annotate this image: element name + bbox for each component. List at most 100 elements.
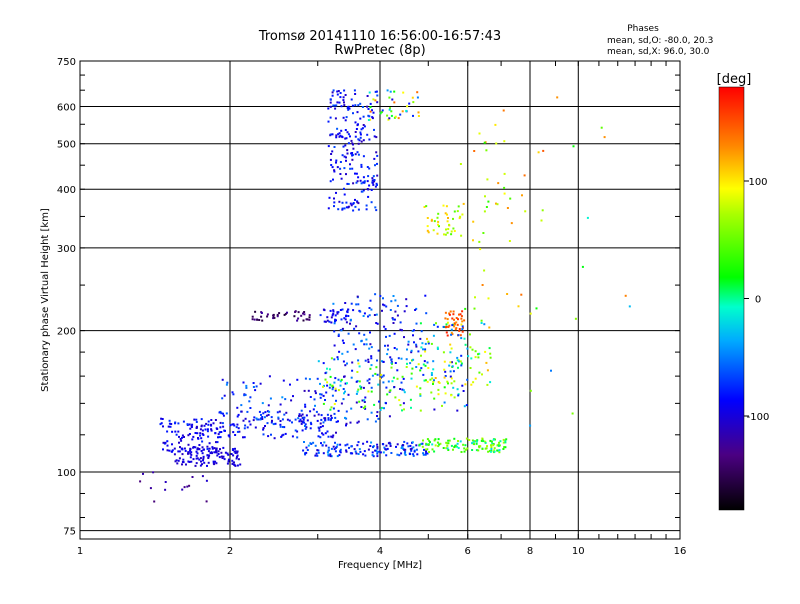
data-point — [430, 342, 433, 345]
data-point — [390, 114, 393, 117]
data-point — [369, 367, 372, 370]
data-point — [306, 318, 309, 321]
data-point — [487, 200, 490, 203]
data-point — [354, 104, 357, 107]
data-point — [480, 322, 483, 324]
data-point — [360, 406, 363, 408]
data-point — [416, 91, 419, 94]
data-point — [340, 177, 343, 180]
data-point — [399, 404, 402, 407]
data-point — [285, 411, 288, 414]
data-point — [364, 405, 367, 408]
data-point — [436, 348, 439, 350]
data-point — [484, 195, 486, 198]
data-point — [222, 446, 225, 449]
data-point — [324, 372, 327, 375]
data-point — [471, 442, 474, 445]
data-point — [450, 333, 453, 336]
data-point — [374, 185, 377, 188]
data-point — [385, 402, 387, 405]
data-point — [192, 446, 195, 448]
data-point — [388, 390, 391, 393]
data-point — [451, 317, 454, 320]
data-point — [190, 460, 193, 463]
data-point — [421, 342, 424, 345]
data-point — [233, 450, 236, 453]
data-point — [360, 386, 363, 389]
data-point — [359, 310, 362, 313]
data-point — [446, 447, 449, 450]
data-point — [181, 488, 184, 491]
data-point — [379, 295, 382, 297]
data-point — [357, 208, 360, 211]
data-point — [362, 124, 365, 126]
data-point — [203, 424, 206, 427]
data-point — [446, 231, 449, 234]
data-point — [309, 410, 312, 413]
data-point — [319, 382, 321, 385]
data-point — [382, 360, 385, 363]
data-point — [338, 454, 341, 457]
data-point — [281, 396, 284, 399]
data-point — [357, 142, 360, 145]
data-point — [346, 382, 348, 385]
data-point — [413, 329, 415, 332]
data-point — [326, 319, 329, 322]
data-point — [153, 500, 156, 503]
data-point — [297, 317, 300, 320]
data-point — [347, 315, 350, 317]
data-point — [385, 444, 388, 447]
data-point — [409, 398, 412, 401]
data-point — [242, 381, 245, 384]
data-point — [443, 386, 446, 389]
data-point — [221, 422, 224, 425]
data-point — [316, 377, 319, 380]
data-point — [412, 114, 414, 117]
data-point — [326, 381, 329, 384]
data-point — [260, 413, 262, 416]
data-point — [322, 394, 325, 397]
data-point — [368, 307, 371, 309]
data-point — [417, 350, 420, 353]
data-point — [399, 321, 402, 324]
data-point — [347, 133, 350, 136]
data-point — [337, 358, 339, 361]
data-point — [404, 453, 407, 456]
data-point — [166, 440, 169, 443]
data-point — [246, 426, 249, 429]
data-point — [363, 333, 366, 336]
data-point — [460, 364, 463, 367]
data-point — [426, 448, 429, 451]
data-point — [466, 347, 469, 350]
y-tick-label: 400 — [57, 185, 76, 196]
data-point — [319, 396, 322, 399]
data-point — [460, 354, 463, 357]
data-point — [373, 180, 376, 183]
data-point — [207, 420, 210, 423]
data-point — [352, 343, 355, 346]
data-point — [394, 299, 397, 302]
data-point — [223, 458, 226, 461]
data-point — [372, 446, 374, 449]
data-point — [345, 450, 348, 453]
data-point — [347, 332, 350, 335]
data-point — [254, 389, 257, 392]
data-point — [459, 440, 462, 443]
data-point — [314, 392, 317, 395]
data-point — [364, 407, 367, 410]
data-point — [215, 462, 218, 465]
data-point — [182, 420, 185, 423]
data-point — [419, 409, 422, 412]
data-point — [432, 383, 434, 385]
data-point — [437, 445, 440, 448]
data-point — [181, 453, 184, 456]
data-point — [288, 419, 291, 422]
data-point — [283, 426, 286, 429]
data-point — [374, 449, 377, 452]
data-point — [236, 406, 239, 409]
data-point — [218, 411, 221, 414]
data-point — [202, 459, 204, 462]
data-point — [333, 344, 336, 347]
data-point — [346, 182, 349, 185]
data-point — [357, 362, 360, 365]
